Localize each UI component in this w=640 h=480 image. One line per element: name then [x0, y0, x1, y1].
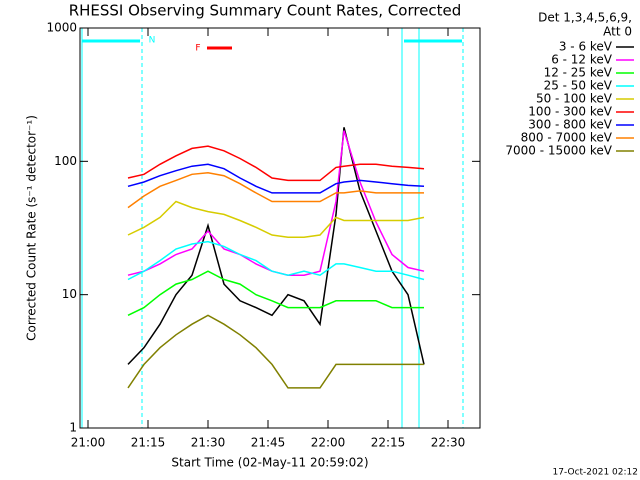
- plot-area: [127, 127, 425, 389]
- x-tick-label: 21:30: [191, 436, 226, 450]
- legend-title: Det 1,3,4,5,6,9,: [538, 11, 632, 25]
- annotation: N: [149, 36, 156, 46]
- x-axis-label: Start Time (02-May-11 20:59:02): [171, 456, 368, 470]
- y-axis-label: Corrected Count Rate (s⁻¹ detector⁻¹): [25, 115, 39, 341]
- y-tick-label: 1: [69, 421, 77, 435]
- legend-label: 7000 - 15000 keV: [505, 144, 612, 158]
- series-line: [127, 163, 425, 194]
- plot-frame: [79, 27, 481, 429]
- legend-label: 3 - 6 keV: [559, 40, 613, 54]
- legend-label: 100 - 300 keV: [528, 105, 612, 119]
- y-tick-label: 100: [54, 154, 77, 168]
- series-line: [127, 200, 425, 238]
- legend-label: 300 - 800 keV: [528, 118, 612, 132]
- legend-title: Att 0: [603, 25, 632, 39]
- legend-label: 6 - 12 keV: [551, 53, 613, 67]
- legend-label: 12 - 25 keV: [544, 66, 613, 80]
- x-tick-label: 21:45: [251, 436, 286, 450]
- footer: 17-Oct-2021 02:12: [553, 468, 638, 478]
- series-line: [127, 172, 424, 209]
- series-line: [127, 240, 425, 281]
- legend-label: 800 - 7000 keV: [521, 131, 613, 145]
- x-tick-label: 21:15: [131, 436, 166, 450]
- x-tick-label: 22:00: [311, 436, 346, 450]
- legend-label: 50 - 100 keV: [536, 92, 613, 106]
- legend-label: 25 - 50 keV: [544, 79, 613, 93]
- x-tick-label: 21:00: [71, 436, 106, 450]
- y-tick-label: 10: [62, 287, 77, 301]
- x-tick-label: 22:30: [431, 436, 466, 450]
- series-line: [127, 145, 425, 182]
- series-line: [127, 270, 424, 316]
- chart-title: RHESSI Observing Summary Count Rates, Co…: [69, 2, 462, 20]
- series-line: [127, 314, 424, 389]
- annotation: F: [195, 44, 200, 54]
- y-tick-label: 1000: [46, 21, 77, 35]
- x-tick-label: 22:15: [371, 436, 406, 450]
